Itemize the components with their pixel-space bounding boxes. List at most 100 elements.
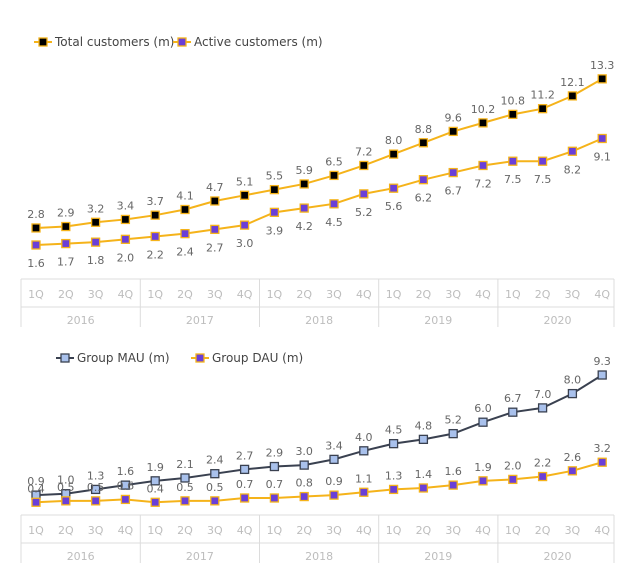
data-label: 5.2: [355, 206, 373, 219]
data-label: 0.5: [176, 481, 194, 494]
data-point: [388, 438, 399, 449]
data-label: 3.4: [117, 199, 135, 212]
data-label: 1.9: [146, 461, 164, 474]
data-label: 2.2: [534, 457, 552, 470]
category-axis: 1Q 2Q 3Q 4Q 1Q 2Q 3Q 4Q 1Q 2Q 3Q 4Q 1Q 2Q 3Q 4Q 1Q 2Q 3Q 4Q…: [20, 514, 615, 563]
data-label: 3.7: [146, 195, 164, 208]
tick-label: 3Q: [565, 524, 581, 537]
legend-marker: [38, 37, 48, 47]
legend-label: Active customers (m): [194, 35, 323, 49]
tick-label: 4Q: [475, 524, 491, 537]
data-point: [210, 196, 220, 206]
tick-label: 3Q: [445, 524, 461, 537]
data-point: [448, 126, 458, 137]
data-label: 4.7: [206, 181, 224, 194]
data-label: 0.4: [27, 482, 45, 495]
data-point: [388, 183, 399, 193]
data-point: [299, 491, 309, 502]
data-point: [597, 133, 607, 144]
data-point: [120, 214, 131, 225]
legend-label: Group DAU (m): [212, 351, 303, 365]
legend: Group MAU (m) Group DAU (m): [56, 351, 303, 365]
data-point: [120, 234, 131, 244]
data-point: [90, 484, 101, 495]
data-point: [329, 454, 339, 465]
tick-label: 1Q: [505, 524, 521, 537]
data-label: 2.2: [146, 248, 164, 261]
data-label: 7.5: [504, 173, 522, 186]
group-label: 2019: [424, 314, 452, 327]
category-axis: 1Q 2Q 3Q 4Q 1Q 2Q 3Q 4Q 1Q 2Q 3Q 4Q 1Q 2Q 3Q 4Q 1Q 2Q 3Q 4Q…: [20, 278, 615, 327]
data-label: 3.0: [236, 237, 254, 250]
data-label: 10.2: [471, 103, 496, 116]
group-label: 2016: [67, 314, 95, 327]
data-label: 1.1: [355, 472, 373, 485]
group-label: 2018: [305, 314, 333, 327]
series-line: [35, 461, 603, 504]
tick-label: 1Q: [147, 288, 163, 301]
data-point: [478, 476, 488, 486]
data-label: 1.3: [87, 469, 105, 482]
data-point: [90, 496, 101, 506]
legend-label: Total customers (m): [54, 35, 174, 49]
data-label: 2.8: [27, 208, 45, 221]
data-point: [359, 487, 369, 497]
data-label: 1.6: [444, 465, 462, 478]
data-point: [418, 138, 429, 148]
group-label: 2020: [544, 314, 572, 327]
tick-label: 3Q: [445, 288, 461, 301]
data-point: [269, 493, 280, 503]
group-label: 2016: [67, 550, 95, 563]
data-point: [61, 221, 71, 232]
data-point: [269, 461, 280, 472]
tick-label: 2Q: [535, 288, 551, 301]
data-label: 4.8: [415, 419, 433, 432]
tick-label: 3Q: [207, 288, 223, 301]
data-label: 10.8: [501, 94, 526, 107]
data-point: [448, 428, 458, 439]
tick-label: 3Q: [207, 524, 223, 537]
data-point: [31, 240, 41, 250]
data-label: 0.5: [206, 481, 224, 494]
data-label: 5.1: [236, 175, 254, 188]
tick-label: 2Q: [416, 288, 432, 301]
group-label: 2018: [305, 550, 333, 563]
tick-label: 4Q: [118, 524, 134, 537]
tick-label: 2Q: [177, 524, 193, 537]
data-point: [567, 388, 578, 399]
chart-panel-2: 1Q 2Q 3Q 4Q 1Q 2Q 3Q 4Q 1Q 2Q 3Q 4Q 1Q 2Q 3Q 4Q 1Q 2Q 3Q 4Q…: [20, 351, 615, 563]
series-1: 0.9 1.0 1.3 1.6 1.9 2.1 2.4 2.7 2.9 3.0 3.4 4.0 4.5 4…: [27, 355, 611, 500]
data-point: [90, 217, 101, 227]
data-point: [239, 464, 250, 475]
data-label: 1.6: [117, 465, 135, 478]
data-point: [359, 160, 369, 171]
tick-label: 2Q: [535, 524, 551, 537]
data-point: [120, 494, 131, 505]
data-label: 7.2: [355, 145, 373, 158]
tick-label: 2Q: [296, 288, 312, 301]
data-point: [61, 496, 71, 506]
data-point: [150, 497, 160, 507]
data-label: 3.4: [325, 439, 343, 452]
tick-label: 3Q: [326, 288, 342, 301]
tick-label: 2Q: [416, 524, 432, 537]
data-point: [418, 175, 429, 185]
data-point: [31, 223, 41, 233]
data-point: [508, 109, 518, 120]
legend-marker: [195, 353, 205, 363]
data-point: [329, 199, 339, 209]
data-label: 5.6: [385, 200, 403, 213]
data-label: 1.0: [57, 474, 75, 487]
data-point: [299, 179, 309, 189]
data-point: [388, 484, 399, 495]
data-point: [239, 190, 250, 200]
data-label: 1.6: [27, 257, 45, 270]
data-point: [239, 220, 250, 230]
data-label: 7.5: [534, 173, 552, 186]
data-label: 0.7: [236, 478, 254, 491]
data-label: 9.3: [593, 355, 611, 368]
data-label: 13.3: [590, 59, 615, 72]
data-label: 0.4: [146, 482, 164, 495]
data-point: [359, 446, 369, 456]
